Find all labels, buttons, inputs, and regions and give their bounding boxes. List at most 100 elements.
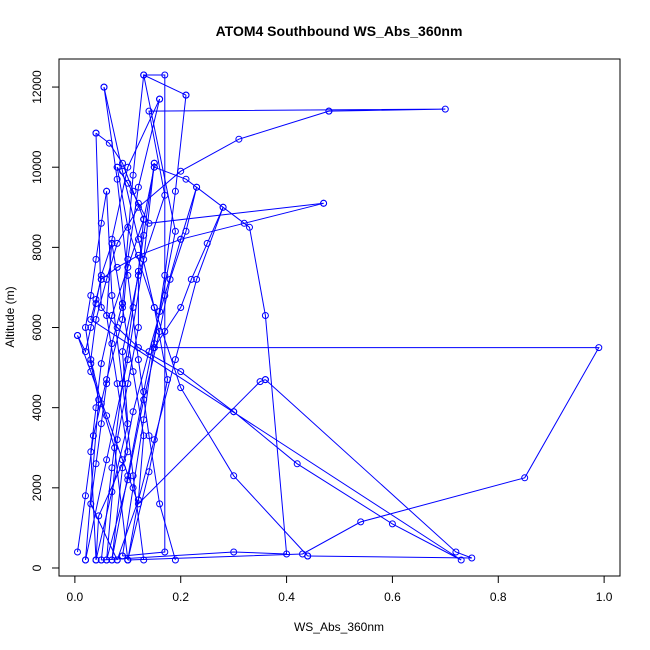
data-point	[119, 456, 126, 464]
y-tick-label: 8000	[30, 234, 44, 261]
data-point	[230, 472, 238, 480]
data-point	[441, 105, 449, 113]
data-point	[129, 484, 137, 492]
data-point	[521, 474, 529, 482]
data-point	[304, 552, 312, 560]
data-point	[87, 448, 95, 456]
series-line-28	[90, 279, 462, 561]
x-tick-label: 0.0	[67, 590, 84, 604]
data-point	[357, 518, 365, 526]
data-point	[193, 275, 201, 283]
data-point	[119, 380, 126, 388]
data-point	[124, 263, 132, 271]
data-point	[161, 71, 169, 79]
series-line-16	[122, 74, 166, 557]
y-tick-label: 12000	[30, 70, 44, 104]
x-tick-label: 0.4	[278, 590, 295, 604]
data-point	[103, 456, 111, 464]
data-point	[134, 356, 142, 364]
data-point	[129, 171, 137, 179]
data-point	[113, 263, 121, 271]
data-point	[129, 472, 137, 480]
data-point	[140, 432, 148, 440]
data-point	[230, 548, 238, 556]
data-point	[177, 368, 185, 376]
data-point	[129, 408, 137, 416]
x-axis: 0.0 0.2 0.4 0.6 0.8 1.0	[67, 576, 613, 604]
data-point	[87, 316, 95, 323]
series-line-20	[127, 347, 600, 561]
series-line-9	[100, 163, 155, 561]
data-point	[182, 91, 190, 99]
data-point	[452, 548, 460, 556]
series-line-31	[90, 219, 145, 561]
x-tick-label: 0.8	[490, 590, 507, 604]
data-point	[103, 187, 111, 195]
x-tick-label: 1.0	[596, 590, 613, 604]
data-point	[82, 556, 89, 564]
data-point	[95, 512, 103, 520]
data-point	[124, 179, 132, 187]
data-point	[235, 135, 243, 143]
data-point	[97, 271, 105, 279]
y-tick-label: 0	[30, 564, 44, 571]
series-line-30	[95, 132, 145, 220]
series-line-5	[103, 87, 176, 561]
data-point	[92, 296, 100, 303]
data-point	[246, 223, 253, 231]
data-point	[325, 107, 333, 115]
data-point	[103, 412, 111, 420]
data-point	[129, 187, 137, 195]
data-point	[193, 183, 201, 191]
data-point	[108, 239, 116, 247]
data-point	[97, 420, 105, 428]
series-line-29	[95, 133, 235, 413]
chart-title: ATOM4 Southbound WS_Abs_360nm	[216, 23, 463, 39]
data-point	[113, 239, 121, 247]
y-axis: 0 2000 4000 6000 8000 10000 12000	[30, 70, 59, 571]
data-point	[119, 552, 126, 560]
data-point	[140, 255, 148, 263]
data-point	[177, 304, 185, 311]
data-point	[124, 556, 132, 564]
data-point	[100, 83, 108, 91]
data-point	[82, 492, 89, 500]
data-point	[103, 556, 111, 564]
y-tick-label: 6000	[30, 314, 44, 341]
data-point	[95, 396, 103, 404]
data-point	[92, 129, 100, 137]
data-point	[113, 175, 121, 183]
data-point	[113, 324, 121, 331]
data-point	[140, 231, 148, 239]
data-point	[150, 344, 158, 352]
data-point	[388, 520, 396, 528]
data-point	[92, 404, 100, 412]
data-point	[171, 227, 179, 235]
series-line-12	[106, 187, 198, 561]
data-point	[97, 360, 105, 368]
y-axis-label: Altitude (m)	[3, 286, 17, 347]
data-point	[108, 292, 116, 299]
data-point	[140, 215, 148, 223]
data-point	[113, 163, 121, 171]
x-tick-label: 0.2	[172, 590, 189, 604]
data-point	[92, 556, 100, 564]
data-point	[97, 304, 105, 311]
data-point	[119, 316, 126, 323]
data-point	[134, 324, 142, 331]
data-point	[92, 255, 100, 263]
data-point	[113, 436, 121, 444]
data-point	[134, 344, 142, 352]
data-point	[134, 267, 142, 275]
data-point	[320, 199, 328, 207]
data-point	[129, 304, 137, 311]
series-line-24	[265, 379, 472, 559]
data-point	[105, 139, 113, 147]
data-point	[134, 500, 142, 508]
data-point	[108, 312, 116, 319]
data-point	[124, 472, 132, 480]
data-point	[140, 71, 148, 79]
series-line-8	[85, 163, 155, 561]
data-point	[156, 95, 164, 103]
